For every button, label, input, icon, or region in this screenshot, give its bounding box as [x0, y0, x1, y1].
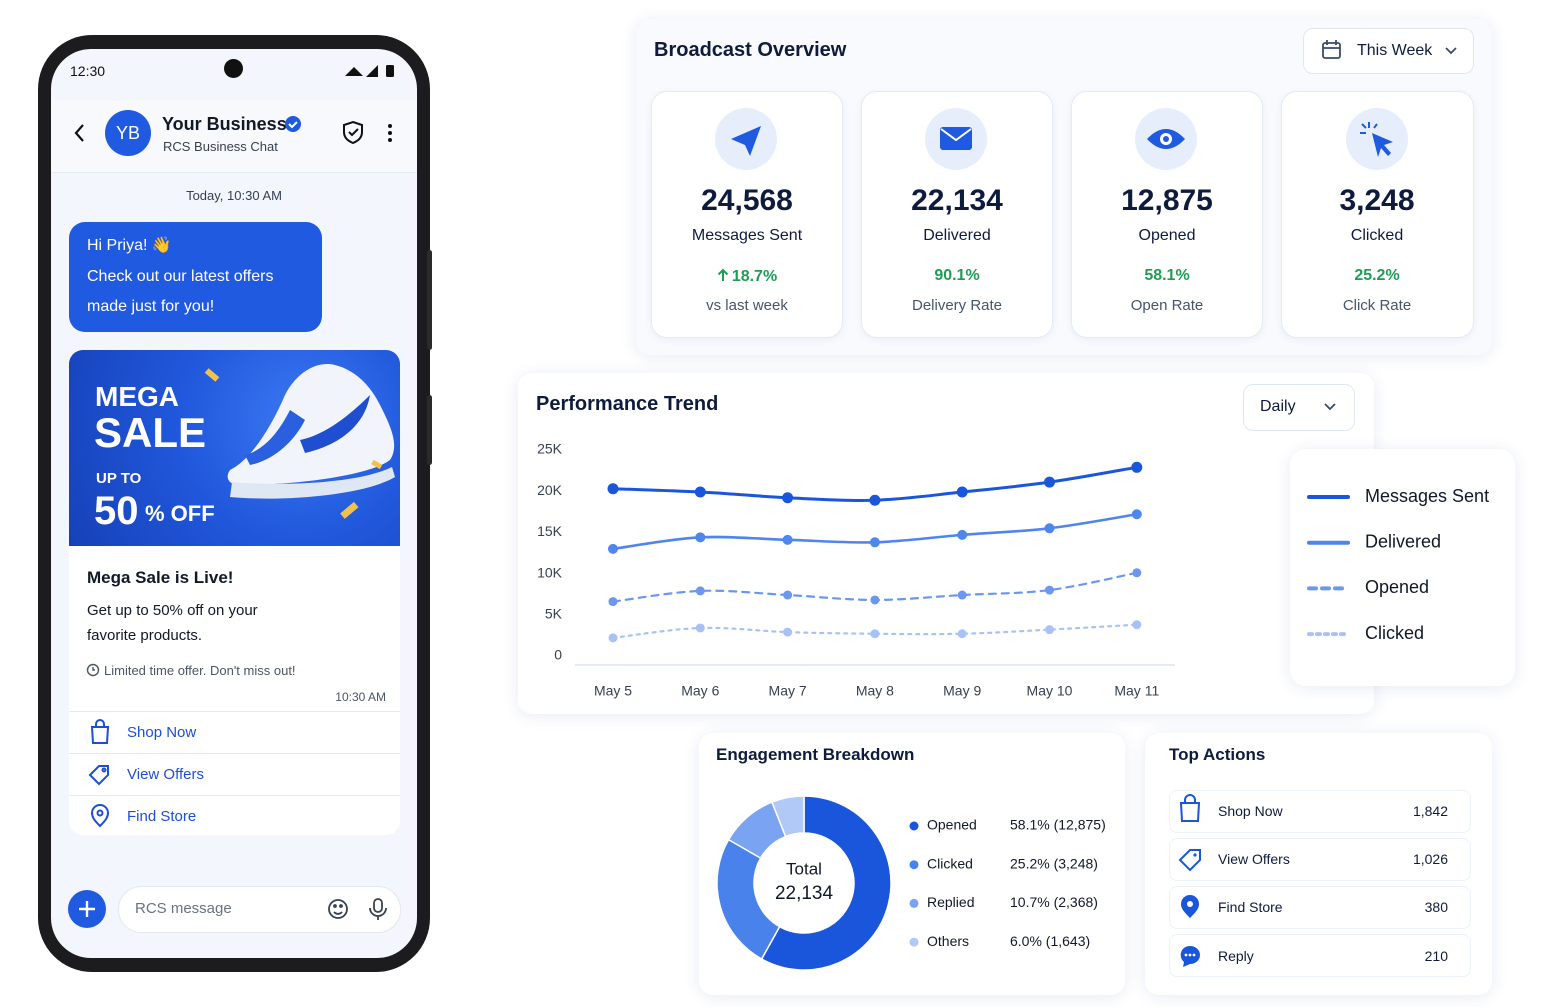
rich-card: [69, 546, 400, 835]
action-row[interactable]: [1169, 838, 1471, 881]
promo-text: % OFF: [145, 501, 215, 526]
stat-card: [1281, 91, 1474, 338]
camera: [224, 59, 243, 78]
stat-value: 3,248: [1339, 184, 1415, 217]
business-subtitle: RCS Business Chat: [163, 139, 278, 154]
promo-discount: 50: [94, 489, 139, 533]
panel-title: Performance Trend: [536, 393, 719, 415]
interval-dropdown[interactable]: [1243, 384, 1355, 431]
dropdown-label[interactable]: This Week: [1357, 42, 1433, 59]
stat-label: Messages Sent: [691, 227, 803, 244]
up-arrow: [717, 268, 729, 281]
stat-label: Clicked: [1350, 227, 1404, 244]
action-count: 1,026: [1412, 851, 1448, 867]
action-label[interactable]: Find Store: [127, 808, 197, 825]
stat-value: 24,568: [701, 184, 793, 217]
action-label: Reply: [1218, 948, 1254, 964]
message-input[interactable]: [118, 886, 401, 933]
stat-metric: 90.1%: [934, 267, 980, 284]
input-placeholder[interactable]: RCS message: [135, 900, 232, 917]
message-bubble: [69, 222, 322, 332]
panel-title: Top Actions: [1169, 745, 1266, 764]
legend-card: [1290, 449, 1515, 686]
engagement-panel: [699, 733, 1125, 995]
promo-text: MEGA: [95, 381, 179, 412]
action-row[interactable]: [1169, 934, 1471, 977]
avatar: YB: [105, 110, 151, 156]
message-line: Check out our latest offers: [87, 268, 274, 285]
action-row[interactable]: [69, 795, 400, 836]
dropdown-label[interactable]: Daily: [1260, 398, 1296, 415]
add-button[interactable]: [68, 890, 106, 928]
action-count: 1,842: [1412, 803, 1448, 819]
stat-value: 12,875: [1121, 184, 1213, 217]
message-line: made just for you!: [87, 298, 215, 315]
chat-timestamp: Today, 10:30 AM: [186, 188, 282, 203]
action-label[interactable]: Shop Now: [127, 724, 197, 741]
stat-metric-text: 18.7%: [731, 268, 778, 285]
card-note: Limited time offer. Don't miss out!: [104, 663, 296, 678]
promo-text: UP TO: [96, 470, 142, 487]
stat-metric: 18.7%: [651, 268, 843, 285]
stat-label: Opened: [1138, 227, 1196, 244]
stat-note: Click Rate: [1342, 297, 1412, 314]
stat-metric: 58.1%: [1144, 267, 1190, 284]
stat-metric: 25.2%: [1354, 267, 1400, 284]
stat-label: Delivered: [923, 227, 991, 244]
action-label: Find Store: [1218, 899, 1283, 915]
stat-note: vs last week: [706, 297, 788, 314]
message-line: Hi Priya! 👋: [87, 237, 172, 254]
action-label: View Offers: [1218, 851, 1290, 867]
action-row[interactable]: [1169, 790, 1471, 833]
card-title: Mega Sale is Live!: [87, 568, 234, 587]
top-actions-panel: [1145, 733, 1492, 995]
action-row[interactable]: [69, 753, 400, 795]
action-row[interactable]: [69, 711, 400, 753]
action-count: 210: [1424, 948, 1448, 964]
panel-title: Engagement Breakdown: [716, 745, 915, 764]
action-row[interactable]: [1169, 886, 1471, 929]
action-label[interactable]: View Offers: [127, 766, 204, 783]
side-button: [427, 395, 432, 465]
stat-note: Open Rate: [1130, 297, 1204, 314]
panel-title: Broadcast Overview: [654, 39, 847, 61]
promo-text: SALE: [94, 409, 207, 456]
card-time: 10:30 AM: [335, 690, 386, 704]
business-name: Your Business: [162, 114, 287, 134]
action-count: 380: [1424, 899, 1448, 915]
stat-value: 22,134: [911, 184, 1003, 217]
action-label: Shop Now: [1218, 803, 1283, 819]
card-body: favorite products.: [87, 627, 203, 644]
stat-note: Delivery Rate: [911, 297, 1003, 314]
side-button: [427, 250, 432, 350]
status-time: 12:30: [70, 63, 106, 79]
card-body: Get up to 50% off on your: [87, 602, 258, 619]
